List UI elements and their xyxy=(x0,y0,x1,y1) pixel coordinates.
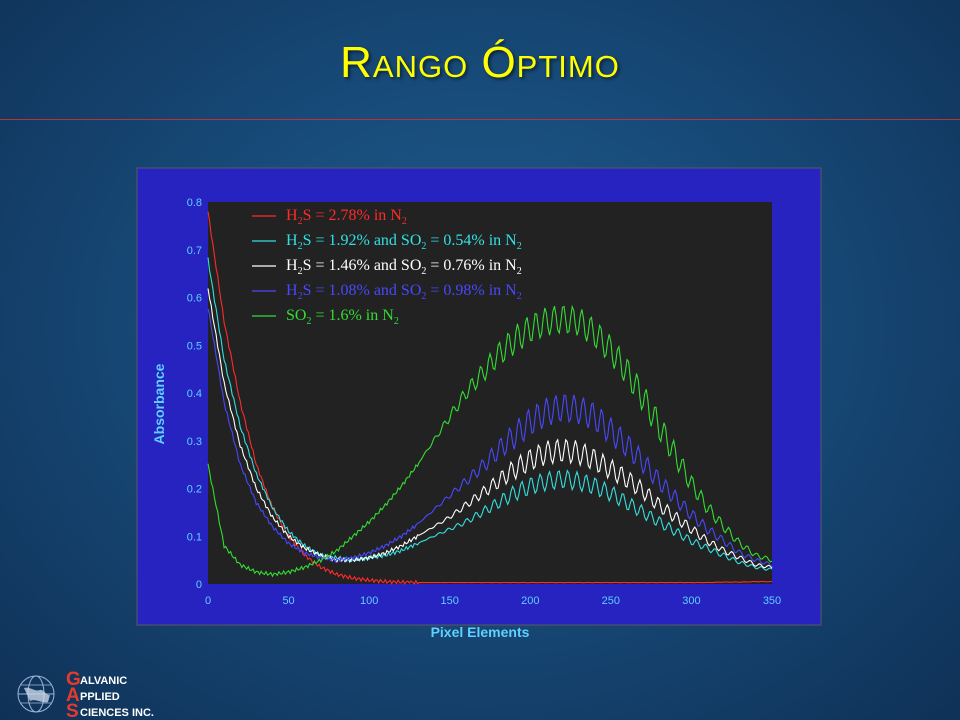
y-tick-label: 0.3 xyxy=(187,436,202,448)
legend-entry: H2S = 2.78% in N2 xyxy=(286,207,407,227)
logo-initial-s: S xyxy=(66,701,79,720)
y-tick-label: 0 xyxy=(196,579,202,591)
y-tick-label: 0.1 xyxy=(187,531,202,543)
legend-entry: H2S = 1.46% and SO2 = 0.76% in N2 xyxy=(286,257,522,277)
x-tick-label: 150 xyxy=(441,595,459,607)
y-tick-label: 0.7 xyxy=(187,245,202,257)
y-tick-label: 0.5 xyxy=(187,340,202,352)
y-tick-label: 0.6 xyxy=(187,293,202,305)
title-divider xyxy=(0,119,960,120)
x-tick-label: 350 xyxy=(763,595,781,607)
y-tick-label: 0.4 xyxy=(187,388,202,400)
legend-entry: H2S = 1.92% and SO2 = 0.54% in N2 xyxy=(286,232,522,252)
plot-area xyxy=(208,202,772,584)
x-axis-label: Pixel Elements xyxy=(431,624,530,640)
y-axis-label: Absorbance xyxy=(151,363,167,444)
page-title: Rango Óptimo xyxy=(340,38,620,87)
legend-entry: SO2 = 1.6% in N2 xyxy=(286,307,399,327)
logo-word-3: CIENCES INC. xyxy=(80,707,154,719)
series-line xyxy=(207,257,773,571)
y-tick-label: 0.2 xyxy=(187,484,202,496)
logo-initial-a: A xyxy=(66,685,80,706)
series-line xyxy=(207,288,773,569)
series-line xyxy=(207,308,773,568)
x-tick-label: 50 xyxy=(282,595,294,607)
logo-initial-g: G xyxy=(66,669,81,690)
series-line xyxy=(207,304,773,578)
legend-entry: H2S = 1.08% and SO2 = 0.98% in N2 xyxy=(286,282,522,302)
x-tick-label: 300 xyxy=(682,595,700,607)
x-tick-label: 100 xyxy=(360,595,378,607)
x-tick-label: 250 xyxy=(602,595,620,607)
globe-icon xyxy=(17,675,55,713)
logo-word-1: ALVANIC xyxy=(80,675,127,687)
x-tick-label: 200 xyxy=(521,595,539,607)
x-tick-label: 0 xyxy=(205,595,211,607)
galvanic-logo: G ALVANIC A PPLIED S CIENCES INC. xyxy=(17,669,154,720)
y-tick-label: 0.8 xyxy=(187,197,202,209)
logo-word-2: PPLIED xyxy=(80,691,120,703)
